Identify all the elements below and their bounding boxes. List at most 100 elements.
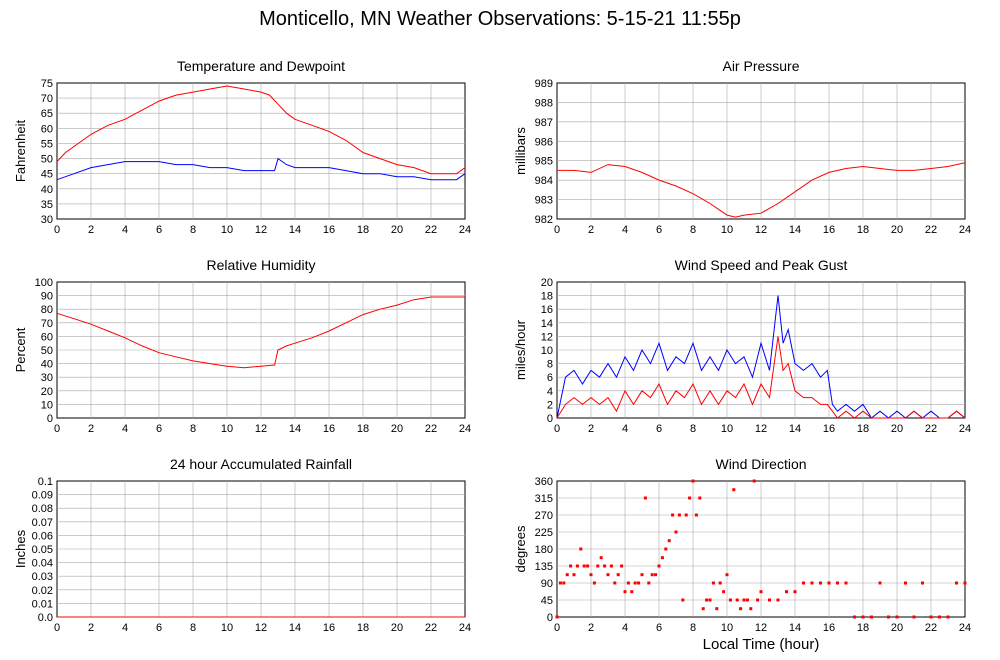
humidity-y-axis-label: Percent xyxy=(13,327,28,372)
pressure-x-tick-label: 24 xyxy=(959,224,971,236)
winddir-point xyxy=(718,581,722,585)
rain-y-tick-label: 0.03 xyxy=(32,571,53,583)
wind-series-red-line xyxy=(556,336,966,419)
winddir-point xyxy=(620,564,624,568)
pressure-x-tick-label: 14 xyxy=(789,224,801,236)
temp-x-tick-label: 18 xyxy=(357,224,369,236)
wind-y-tick-label: 0 xyxy=(547,413,553,425)
winddir-point xyxy=(853,615,856,619)
winddir-point xyxy=(586,564,590,568)
rain-y-tick-label: 0.06 xyxy=(32,530,53,542)
winddir-point xyxy=(912,615,916,619)
winddir-point xyxy=(569,564,573,568)
pressure-y-tick-label: 983 xyxy=(535,195,553,207)
winddir-y-tick-label: 90 xyxy=(541,578,553,590)
winddir-point xyxy=(878,581,882,585)
temp-x-tick-label: 22 xyxy=(425,224,437,236)
temp-series-red-line xyxy=(56,85,466,175)
wind-x-tick-label: 14 xyxy=(789,423,801,435)
winddir-point xyxy=(592,581,596,585)
winddir-y-tick-label: 180 xyxy=(535,544,553,556)
winddir-y-tick-label: 0 xyxy=(547,612,553,624)
rain-y-tick-label: 0.1 xyxy=(38,476,53,488)
temp-x-tick-label: 0 xyxy=(54,224,60,236)
temp-y-tick-label: 30 xyxy=(41,214,53,226)
pressure-x-tick-label: 20 xyxy=(891,224,903,236)
winddir-point xyxy=(694,513,698,517)
temp-x-tick-label: 10 xyxy=(221,224,233,236)
winddir-point xyxy=(633,581,637,585)
rain-x-tick-label: 2 xyxy=(88,622,94,634)
winddir-point xyxy=(759,590,763,594)
winddir-y-tick-label: 360 xyxy=(535,476,553,488)
winddir-point xyxy=(671,513,675,517)
winddir-point xyxy=(739,607,743,611)
winddir-point xyxy=(701,607,705,611)
humidity-x-tick-label: 12 xyxy=(255,423,267,435)
winddir-point xyxy=(715,607,719,611)
winddir-point xyxy=(752,479,756,483)
winddir-point xyxy=(674,530,678,534)
pressure-x-tick-label: 12 xyxy=(755,224,767,236)
wind-y-tick-label: 10 xyxy=(541,345,553,357)
winddir-point xyxy=(572,573,576,577)
page-title: Monticello, MN Weather Observations: 5-1… xyxy=(259,8,741,30)
pressure-x-tick-label: 6 xyxy=(656,224,662,236)
winddir-point xyxy=(558,581,562,585)
humidity-y-tick-label: 60 xyxy=(41,331,53,343)
wind-series-blue-line xyxy=(556,295,966,419)
winddir-point xyxy=(904,581,907,585)
temp-x-tick-label: 4 xyxy=(122,224,128,236)
winddir-point xyxy=(660,556,664,560)
humidity-x-tick-label: 20 xyxy=(391,423,403,435)
rain-x-tick-label: 0 xyxy=(54,622,60,634)
pressure-y-tick-label: 985 xyxy=(535,156,553,168)
pressure-y-tick-label: 987 xyxy=(535,117,553,129)
wind-y-tick-label: 18 xyxy=(541,291,553,303)
wind-x-tick-label: 24 xyxy=(959,423,971,435)
humidity-y-tick-label: 40 xyxy=(41,359,53,371)
winddir-point xyxy=(836,581,839,585)
winddir-point xyxy=(887,615,890,619)
temp-x-tick-label: 20 xyxy=(391,224,403,236)
winddir-x-tick-label: 20 xyxy=(891,622,903,634)
rain-y-tick-label: 0.08 xyxy=(32,503,53,515)
humidity-title: Relative Humidity xyxy=(207,257,316,273)
winddir-point xyxy=(735,598,739,602)
winddir-point xyxy=(708,598,712,602)
winddir-point xyxy=(745,598,749,602)
temp-y-tick-label: 55 xyxy=(41,138,53,150)
pressure-y-tick-label: 984 xyxy=(535,175,553,187)
temp-y-tick-label: 35 xyxy=(41,199,53,211)
winddir-point xyxy=(946,615,950,619)
winddir-y-tick-label: 315 xyxy=(535,493,553,505)
temp-y-tick-label: 50 xyxy=(41,154,53,166)
temp-y-axis-label: Fahrenheit xyxy=(13,120,28,183)
rain-x-tick-label: 8 xyxy=(190,622,196,634)
wind-x-tick-label: 0 xyxy=(554,423,560,435)
winddir-point xyxy=(562,581,566,585)
winddir-point xyxy=(785,590,788,594)
winddir-point xyxy=(938,615,941,619)
wind-y-tick-label: 4 xyxy=(547,386,553,398)
winddir-point xyxy=(575,564,579,568)
winddir-point xyxy=(827,581,831,585)
rain-x-tick-label: 22 xyxy=(425,622,437,634)
temp-x-tick-label: 24 xyxy=(459,224,471,236)
rain-y-tick-label: 0.05 xyxy=(32,544,53,556)
humidity-x-tick-label: 14 xyxy=(289,423,301,435)
winddir-x-tick-label: 2 xyxy=(588,622,594,634)
winddir-x-tick-label: 12 xyxy=(755,622,767,634)
wind-y-tick-label: 6 xyxy=(547,372,553,384)
winddir-point xyxy=(742,598,746,602)
winddir-point xyxy=(819,581,822,585)
winddir-y-tick-label: 135 xyxy=(535,561,553,573)
winddir-point xyxy=(664,547,668,551)
temp-y-tick-label: 70 xyxy=(41,93,53,105)
winddir-point xyxy=(589,573,593,577)
winddir-point xyxy=(793,590,797,594)
temp-title: Temperature and Dewpoint xyxy=(177,58,345,74)
rain-x-tick-label: 18 xyxy=(357,622,369,634)
rain-y-tick-label: 0.04 xyxy=(32,558,53,570)
pressure-x-tick-label: 18 xyxy=(857,224,869,236)
